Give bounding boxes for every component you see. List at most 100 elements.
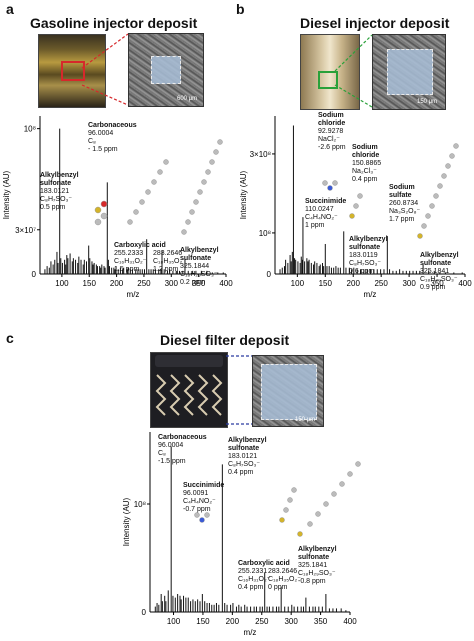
annotation-c-alkylbenzyl-1: Alkylbenzyl sulfonate 183.0121 C₈H₇SO₃⁻ … [228, 437, 272, 477]
photo-region-marker [318, 71, 338, 89]
annotation-mz: 92.9278 [318, 128, 344, 135]
annotation-ppm: -0.8 ppm [298, 578, 326, 585]
molecule-icon [94, 139, 459, 537]
annotation-a-283: 283.2646 C₁₈H₃₅O₂⁻ 1.2 ppm [153, 250, 186, 274]
annotation-mz: 325.1844 [180, 263, 210, 270]
y-axis-label: Intensity (AU) [122, 497, 131, 546]
x-tick-label: 350 [430, 279, 444, 288]
x-tick-label: 250 [374, 279, 388, 288]
x-tick-label: 150 [319, 279, 333, 288]
annotation-ppm: 1.7 ppm [389, 216, 415, 223]
annotation-formula: C₈H₇SO₃⁻ [228, 461, 261, 468]
annotation-mz: 96.0004 [158, 442, 184, 449]
annotation-b-sodium-sulfate: Sodium sulfate 260.8734 Na₃S₂O₈⁻ 1.7 ppm [389, 184, 425, 224]
annotation-name: Alkylbenzyl sulfonate [349, 236, 388, 251]
y-tick-label: 10⁸ [134, 500, 146, 509]
annotation-c-succinimide: Succinimide 96.0091 C₄H₄NO₂⁻ -0.7 ppm [183, 482, 224, 514]
annotation-formula: Na₂Cl₃⁻ [352, 168, 377, 175]
annotation-name: Sodium chloride [318, 112, 346, 127]
annotation-ppm: 0.4 ppm [238, 584, 264, 591]
annotation-formula: C₈ [88, 138, 96, 145]
scale-bar-a: 600 μm [177, 96, 198, 102]
annotation-mz: 325.1841 [420, 268, 450, 275]
gasoline-injector-photo [38, 34, 106, 108]
annotation-formula: Na₃S₂O₈⁻ [389, 208, 421, 215]
x-tick-label: 350 [192, 279, 206, 288]
y-axis-label: Intensity (AU) [2, 170, 11, 219]
annotation-ppm: - 1.5 ppm [88, 146, 118, 153]
chart-a: 100 150 200 250 300 350 400 10⁸ 3×10⁷ 0 m/z Intensi… [2, 116, 233, 299]
y-tick-label: 0 [267, 270, 272, 279]
annotation-b-alkylbenzyl-2: Alkylbenzyl sulfonate 325.1841 C₁₈H₂₉SO₃… [420, 252, 466, 292]
annotation-ppm: 0 ppm [268, 584, 288, 591]
annotation-b-succinimide: Succinimide 110.0247 C₄H₄NO₂⁻ 1 ppm [305, 198, 346, 230]
y-tick-label: 3×10⁸ [250, 150, 271, 159]
sem-region-c [261, 364, 317, 420]
x-axis-label: m/z [364, 290, 377, 299]
annotation-ppm: 0.9 ppm [420, 284, 446, 291]
annotation-ppm: 1 ppm [305, 222, 325, 229]
panel-b-title: Diesel injector deposit [300, 15, 450, 31]
x-tick-label: 200 [110, 279, 124, 288]
diesel-injector-photo [300, 34, 360, 110]
annotation-ppm: 1.2 ppm [153, 266, 179, 273]
annotation-formula: C₄H₄NO₂⁻ [305, 214, 338, 221]
sem-region-b [387, 49, 433, 95]
annotation-b-alkylbenzyl-1: Alkylbenzyl sulfonate 183.0119 C₈H₇SO₃⁻ … [349, 236, 393, 276]
x-tick-label: 300 [284, 617, 298, 626]
y-axis-label: Intensity (AU) [239, 170, 248, 219]
annotation-name: Alkylbenzyl sulfonate [420, 252, 459, 267]
annotation-formula: C₁₆H₃₁O₂⁻ [114, 258, 147, 265]
annotation-mz: 255.2331 [238, 568, 268, 575]
photo-region-marker [61, 61, 85, 81]
x-tick-label: 100 [291, 279, 305, 288]
x-tick-label: 150 [83, 279, 97, 288]
annotation-name: Sodium sulfate [389, 184, 415, 199]
chart-b: 100 150 200 250 300 350 400 3×10⁸ 10⁸ 0 m/z Intensi… [239, 116, 472, 299]
annotation-mz: 183.0121 [228, 453, 258, 460]
panel-c-letter: c [6, 330, 14, 346]
annotation-ppm: 0.6 ppm [349, 268, 375, 275]
annotation-ppm: -2.6 ppm [318, 144, 346, 151]
x-tick-label: 400 [343, 617, 357, 626]
annotation-formula: C₈ [158, 450, 166, 457]
annotation-ppm: 0.4 ppm [228, 469, 254, 476]
x-tick-label: 300 [402, 279, 416, 288]
annotation-formula: C₁₈H₃₅O₂⁻ [268, 576, 301, 583]
annotation-c-carbonaceous: Carbonaceous 96.0004 C₈ -1.5 ppm [158, 434, 207, 466]
x-tick-label: 400 [219, 279, 233, 288]
annotation-name: Carboxylic acid [114, 242, 166, 249]
annotation-a-carbonaceous: Carbonaceous 96.0004 C₈ - 1.5 ppm [88, 122, 137, 154]
diesel-filter-photo [150, 352, 228, 428]
annotation-name: Carboxylic acid [238, 560, 290, 567]
annotation-a-carboxylic: Carboxylic acid 255.2333 C₁₆H₃₁O₂⁻ 1.5 p… [114, 242, 166, 274]
annotation-formula: C₁₈H₂₉SO₃⁻ [420, 276, 458, 283]
annotation-name: Alkylbenzyl sulfonate [298, 546, 337, 561]
x-tick-label: 200 [347, 279, 361, 288]
scale-bar-b: 150 μm [417, 99, 438, 105]
annotation-c-alkylbenzyl-2: Alkylbenzyl sulfonate 325.1841 C₁₈H₂₉SO₃… [298, 546, 344, 586]
annotation-mz: 110.0247 [305, 206, 334, 213]
x-tick-label: 100 [167, 617, 181, 626]
annotation-c-283: 283.2646 C₁₈H₃₅O₂⁻ 0 ppm [268, 568, 301, 592]
annotation-ppm: 0.4 ppm [352, 176, 378, 183]
panel-a-letter: a [6, 1, 14, 17]
panel-c-title: Diesel filter deposit [160, 332, 290, 348]
panel-a-title: Gasoline injector deposit [30, 15, 198, 31]
sem-image-b: 150 μm [372, 34, 446, 110]
annotation-name: Alkylbenzyl sulfonate [228, 437, 267, 452]
y-tick-label: 10⁸ [259, 229, 271, 238]
annotation-ppm: 1.5 ppm [114, 266, 140, 273]
annotation-formula: C₈H₇SO₃⁻ [349, 260, 382, 267]
annotation-mz: 183.0121 [40, 188, 70, 195]
annotation-b-nacl-1: Sodium chloride 92.9278 NaCl₂⁻ -2.6 ppm [318, 112, 358, 152]
annotation-mz: 96.0004 [88, 130, 114, 137]
x-tick-label: 350 [314, 617, 328, 626]
x-tick-label: 400 [458, 279, 472, 288]
annotation-formula: C₁₆H₃₁O₂⁻ [238, 576, 271, 583]
x-axis-label: m/z [244, 628, 257, 637]
